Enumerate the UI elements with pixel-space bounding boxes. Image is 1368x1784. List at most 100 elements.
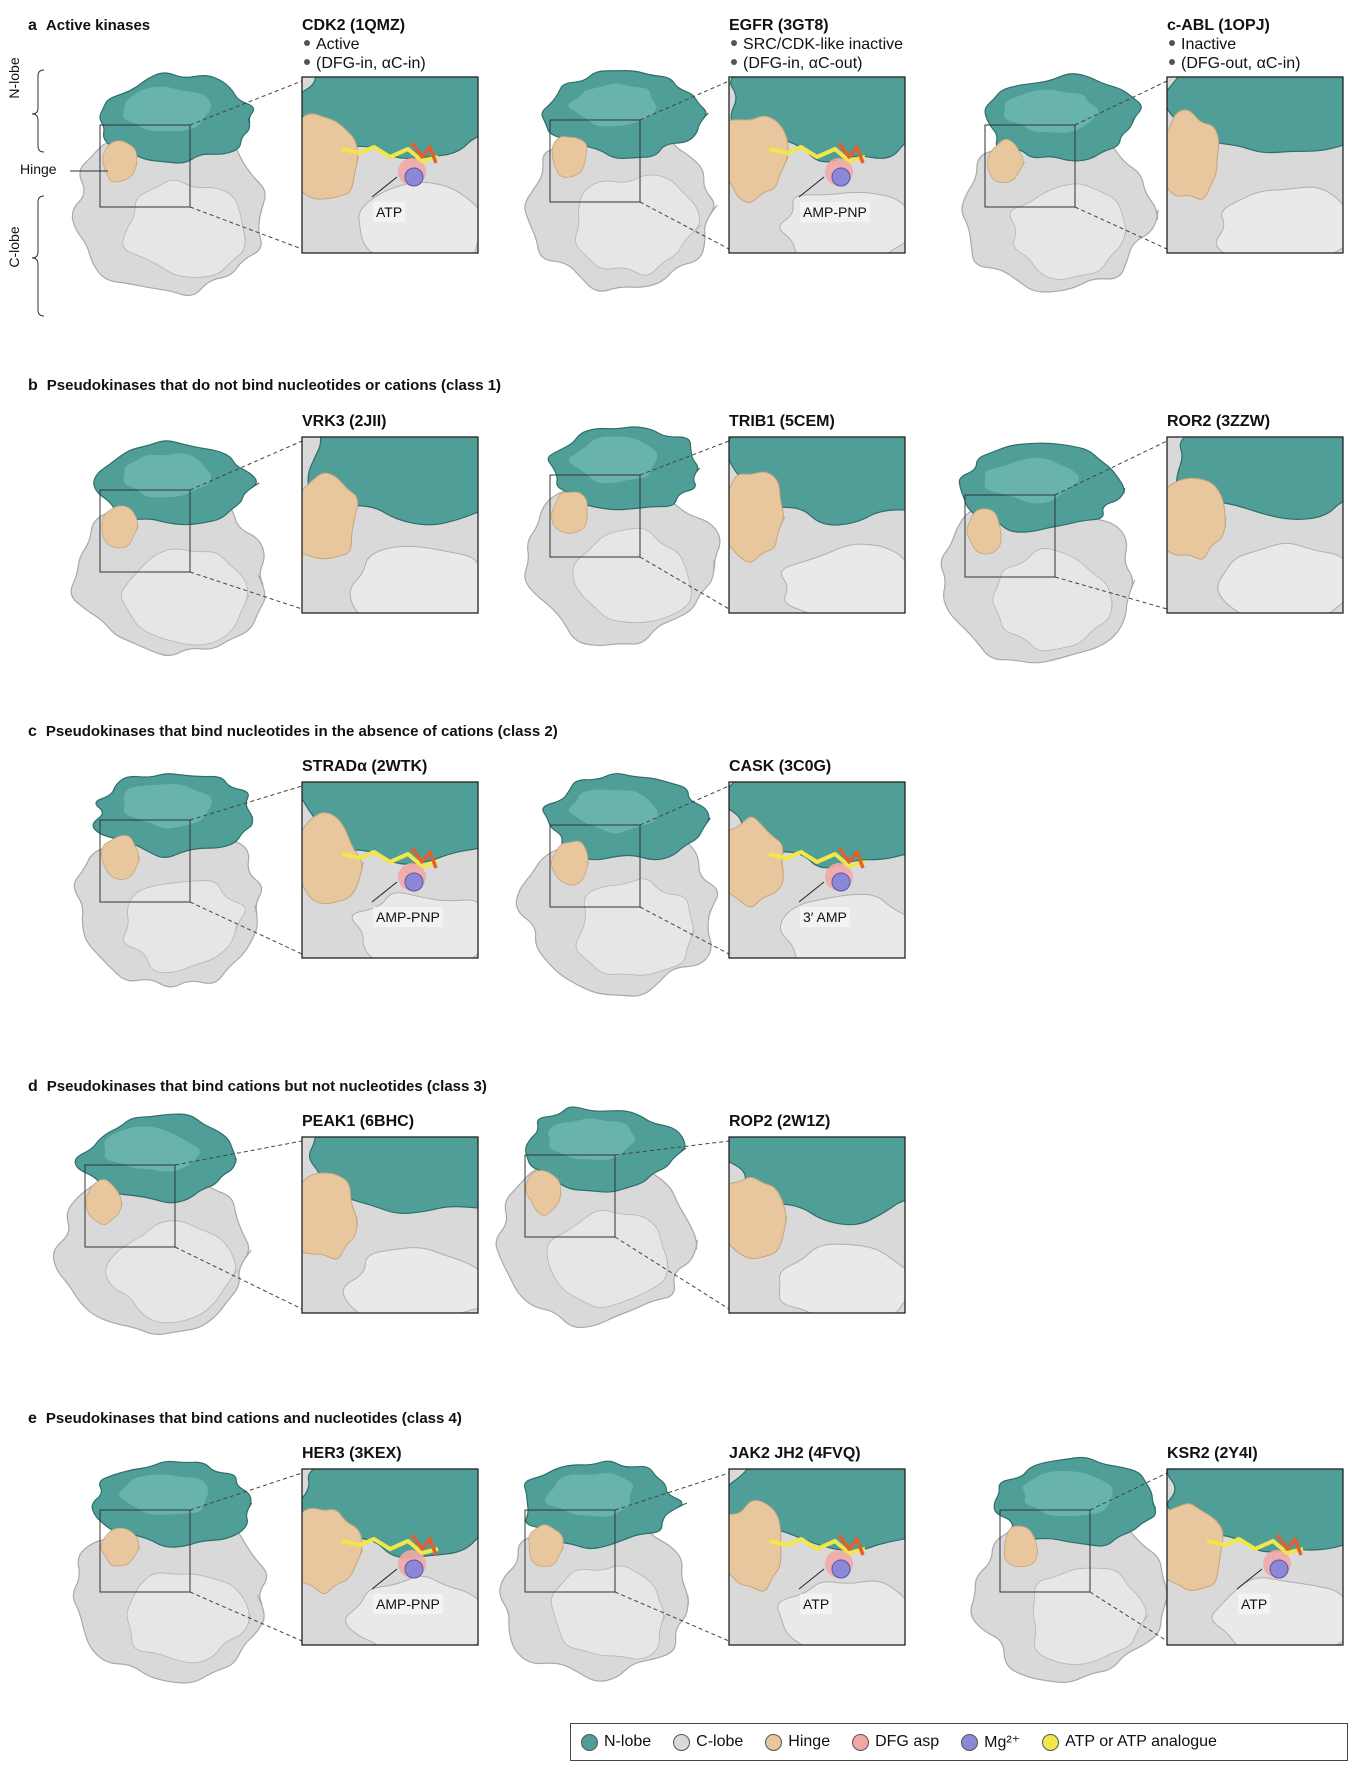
atp-ligand-sticks — [768, 145, 866, 163]
c-lobe-surface-detail — [1217, 542, 1343, 613]
zoom-panel: AMP-PNP — [301, 781, 479, 959]
structure-cask — [515, 773, 730, 997]
zoom-selection-box — [549, 119, 641, 203]
legend-item: Hinge — [765, 1733, 830, 1751]
bullet-icon — [731, 40, 737, 47]
atp-ligand-sticks — [341, 1537, 439, 1555]
atp-ligand-sticks — [768, 850, 866, 868]
zoom-connector-line — [614, 1140, 730, 1156]
zoom-connector-line — [614, 1472, 730, 1511]
zoom-panel-border — [301, 1468, 479, 1646]
legend-swatch-icon — [581, 1733, 598, 1751]
hinge-surface — [1003, 1525, 1038, 1568]
hinge-surface — [102, 140, 138, 183]
kinase-state: Inactive — [1181, 36, 1237, 53]
kinase-title-trib1: TRIB1 (5CEM) — [729, 413, 835, 430]
ligand-label-background — [373, 907, 443, 927]
structure-her3 — [72, 1460, 303, 1684]
kinase-cdk2: CDK2 (1QMZ) Active (DFG-in, αC-in) — [302, 17, 426, 73]
zoom-connector-line — [614, 1236, 730, 1310]
zoom-selection-box — [99, 819, 191, 903]
hinge-surface — [302, 1172, 358, 1260]
zoom-connector-line — [1074, 80, 1168, 126]
zoom-panel-border — [1166, 1468, 1344, 1646]
phosphate-sticks — [410, 1533, 438, 1556]
legend-label: Hinge — [788, 1733, 831, 1750]
zoom-connector-line — [1074, 206, 1168, 250]
n-lobe-surface-detail — [568, 83, 657, 127]
ligand-pointer-line — [798, 881, 825, 903]
legend-label: Mg²⁺ — [984, 1734, 1021, 1751]
c-lobe-surface-detail — [992, 548, 1113, 652]
c-lobe-surface-detail — [1215, 186, 1343, 253]
hinge-surface — [551, 136, 588, 178]
n-lobe-surface-detail — [119, 1474, 208, 1515]
legend-item: ATP or ATP analogue — [1042, 1733, 1217, 1751]
zoom-connector-line — [189, 1591, 303, 1642]
bullet-icon — [731, 59, 737, 66]
c-lobe-surface-detail — [1009, 183, 1127, 280]
hinge-surface — [302, 472, 359, 560]
zoom-panel — [301, 1136, 479, 1314]
hinge-surface — [551, 840, 589, 886]
mg-ion-sphere — [404, 1559, 424, 1579]
structure-vrk3 — [70, 440, 303, 657]
n-lobe-surface-detail — [548, 1118, 638, 1161]
phosphate-sticks — [837, 846, 865, 869]
ligand-label-background — [373, 1594, 443, 1614]
structure-cdk2 — [71, 72, 303, 297]
kinase-title-jak2: JAK2 JH2 (4FVQ) — [729, 1445, 861, 1462]
ligand-pointer-line — [798, 176, 825, 198]
n-lobe-surface-detail — [1022, 1470, 1113, 1516]
kinase-title-vrk3: VRK3 (2JII) — [302, 413, 387, 430]
phosphate-sticks — [837, 141, 865, 164]
n-lobe-surface — [308, 1137, 478, 1215]
hinge-surface — [1167, 109, 1220, 200]
bullet-icon — [1169, 59, 1175, 66]
zoom-panel — [301, 436, 479, 614]
legend-item: N-lobe — [581, 1733, 651, 1751]
legend-swatch-icon — [961, 1733, 979, 1751]
n-lobe-surface-detail — [984, 457, 1082, 504]
zoom-panel-border — [301, 1136, 479, 1314]
zoom-selection-box — [524, 1154, 616, 1238]
zoom-connector-line — [174, 1246, 303, 1310]
zoom-connector-line — [1089, 1472, 1168, 1511]
phosphate-sticks — [837, 1533, 865, 1556]
zoom-selection-box — [549, 824, 641, 908]
zoom-panel: ATP — [1166, 1468, 1344, 1646]
zoom-connector-line — [189, 80, 303, 126]
ligand-label-background — [800, 202, 870, 222]
n-lobe-surface-detail — [545, 1472, 634, 1517]
zoom-connector-line — [189, 1472, 303, 1511]
hinge-surface — [729, 1499, 782, 1592]
bullet-icon — [1169, 40, 1175, 47]
structure-cabl — [961, 73, 1168, 293]
mg-ion-sphere — [404, 167, 424, 187]
zoom-panel — [1166, 436, 1344, 614]
zoom-selection-box — [99, 489, 191, 573]
c-lobe-surface-detail — [778, 1243, 905, 1313]
c-lobe-surface-detail — [126, 1572, 251, 1664]
hinge-surface — [966, 508, 1002, 555]
phosphate-sticks — [410, 846, 438, 869]
atp-ligand-sticks — [768, 1537, 866, 1555]
c-lobe-surface-detail — [575, 174, 702, 276]
zoom-panel-border — [728, 76, 906, 254]
section-title-c: c Pseudokinases that bind nucleotides in … — [28, 723, 558, 740]
hinge-surface — [100, 835, 141, 880]
ligand-label: ATP — [803, 1596, 829, 1612]
zoom-connector-line — [639, 906, 730, 955]
zoom-panel-border — [301, 781, 479, 959]
zoom-selection-box — [84, 1164, 176, 1248]
hinge-surface — [101, 505, 139, 549]
zoom-connector-line — [639, 80, 730, 121]
hinge-surface — [1167, 477, 1226, 560]
c-lobe-brace — [31, 195, 45, 317]
zoom-selection-box — [99, 1509, 191, 1593]
c-lobe-surface-detail — [781, 543, 905, 613]
zoom-selection-box — [524, 1509, 616, 1593]
section-title-e: e Pseudokinases that bind cations and nuc… — [28, 1410, 462, 1427]
zoom-connector-line — [189, 571, 303, 610]
zoom-panel-border — [728, 436, 906, 614]
